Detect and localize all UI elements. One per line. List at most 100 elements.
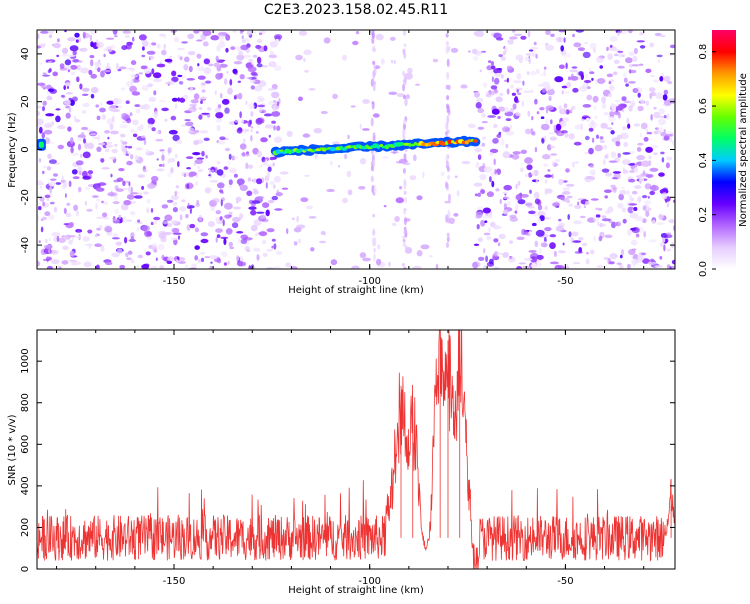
- noise-speck: [509, 216, 518, 222]
- noise-speck: [286, 228, 289, 235]
- noise-speck: [227, 159, 231, 166]
- streak-speck: [373, 68, 377, 76]
- noise-speck: [47, 214, 55, 221]
- noise-speck: [512, 151, 521, 155]
- noise-speck: [573, 141, 582, 146]
- noise-speck: [267, 171, 270, 178]
- noise-speck: [56, 235, 60, 242]
- noise-speck: [82, 31, 86, 39]
- noise-speck: [109, 156, 116, 160]
- noise-speck: [96, 115, 101, 121]
- noise-speck: [453, 213, 459, 217]
- noise-speck: [133, 195, 143, 199]
- noise-speck: [618, 52, 623, 58]
- noise-speck: [172, 134, 180, 142]
- noise-speck: [181, 199, 186, 203]
- noise-speck: [188, 171, 197, 177]
- noise-speck: [666, 130, 671, 135]
- noise-speck: [558, 30, 566, 33]
- noise-speck: [131, 91, 141, 96]
- noise-speck: [245, 162, 249, 170]
- noise-speck: [342, 197, 348, 204]
- noise-speck: [219, 92, 223, 99]
- noise-speck: [217, 140, 226, 145]
- noise-speck: [565, 168, 570, 173]
- noise-speck: [112, 30, 118, 35]
- noise-speck: [609, 44, 613, 48]
- noise-speck: [68, 180, 72, 187]
- noise-speck: [205, 80, 212, 84]
- noise-speck: [293, 241, 298, 246]
- noise-speck: [606, 127, 613, 130]
- noise-speck: [271, 83, 278, 90]
- noise-speck: [515, 183, 518, 190]
- noise-speck: [496, 225, 502, 230]
- noise-speck: [105, 37, 115, 40]
- noise-speck: [481, 113, 486, 118]
- noise-speck: [153, 216, 161, 221]
- streak-speck: [372, 84, 376, 92]
- spectrogram-ticks: -150 -100 -50 -40 -20 0 20 40: [20, 30, 675, 287]
- noise-speck: [49, 201, 55, 205]
- streak-speck: [371, 237, 375, 244]
- noise-speck: [473, 182, 483, 187]
- noise-speck: [644, 200, 652, 205]
- noise-speck: [199, 252, 206, 255]
- noise-speck: [38, 182, 44, 186]
- noise-speck: [484, 220, 488, 223]
- noise-speck: [176, 139, 183, 145]
- noise-speck: [650, 114, 653, 121]
- noise-speck: [481, 121, 488, 124]
- streak-speck: [446, 242, 449, 248]
- noise-speck: [227, 260, 230, 265]
- noise-speck: [257, 104, 265, 108]
- noise-speck: [114, 35, 118, 38]
- noise-speck: [555, 123, 562, 131]
- noise-speck: [215, 217, 219, 224]
- noise-speck: [167, 256, 175, 262]
- noise-speck: [267, 166, 272, 172]
- noise-speck: [490, 61, 495, 66]
- noise-speck: [182, 94, 189, 100]
- x-tick-label: -100: [358, 576, 381, 587]
- noise-speck: [491, 108, 500, 115]
- noise-speck: [573, 220, 582, 225]
- spectrogram-xlabel: Height of straight line (km): [288, 285, 424, 296]
- noise-speck: [39, 185, 42, 190]
- noise-speck: [61, 235, 66, 238]
- noise-speck: [615, 106, 619, 113]
- noise-speck: [314, 153, 318, 159]
- noise-speck: [62, 245, 69, 250]
- noise-speck: [250, 126, 254, 129]
- noise-speck: [64, 82, 72, 87]
- noise-speck: [514, 96, 519, 103]
- noise-speck: [391, 222, 397, 226]
- noise-speck: [475, 211, 483, 219]
- noise-speck: [601, 168, 610, 173]
- noise-speck: [75, 229, 83, 233]
- noise-speck: [476, 224, 480, 230]
- colorbar-tick-label: 0.6: [698, 98, 709, 114]
- noise-speck: [75, 261, 81, 265]
- noise-speck: [113, 179, 121, 183]
- noise-speck: [274, 136, 283, 143]
- noise-speck: [565, 62, 568, 70]
- noise-speck: [44, 137, 51, 144]
- noise-speck: [66, 202, 71, 206]
- noise-speck: [637, 142, 644, 146]
- noise-speck: [219, 216, 223, 221]
- streak-speck: [372, 253, 376, 262]
- noise-speck: [395, 160, 403, 164]
- noise-speck: [561, 109, 565, 114]
- noise-speck: [482, 82, 488, 88]
- noise-speck: [215, 210, 221, 215]
- noise-speck: [388, 91, 398, 96]
- noise-speck: [125, 252, 129, 258]
- noise-speck: [619, 189, 627, 195]
- noise-speck: [570, 76, 579, 81]
- colorbar-tick-label: 0.8: [698, 44, 709, 60]
- noise-speck: [150, 208, 154, 213]
- noise-speck: [241, 38, 251, 44]
- noise-speck: [196, 199, 200, 206]
- noise-speck: [622, 167, 626, 175]
